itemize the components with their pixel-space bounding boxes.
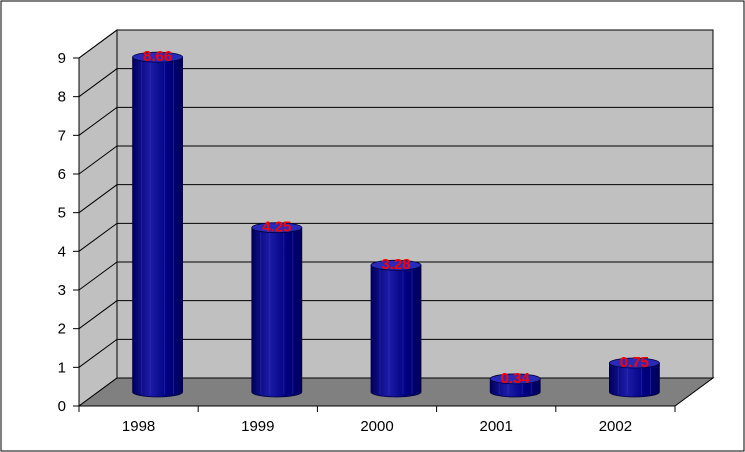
gridlines: [78, 29, 713, 368]
gridline: [78, 222, 713, 252]
axes: [73, 57, 676, 412]
x-axis-tick-labels: 1998 1999 2000 2001 2002: [122, 418, 632, 435]
x-tick-label: 1999: [241, 418, 274, 435]
bars: [132, 51, 660, 398]
bar-1998: [132, 51, 184, 398]
data-label: 8.66: [143, 48, 172, 65]
y-tick-label: 0: [58, 398, 66, 415]
bar-top: [609, 357, 660, 369]
y-tick-label: 5: [58, 205, 66, 222]
y-tick-label: 1: [58, 359, 66, 376]
gridline: [78, 184, 713, 214]
x-tick-label: 2000: [360, 418, 393, 435]
bar-2002: [609, 357, 660, 398]
y-tick-label: 3: [58, 282, 66, 299]
y-tick-label: 6: [58, 166, 66, 183]
x-tick-label: 2002: [599, 418, 632, 435]
gridline: [78, 300, 713, 330]
gridline: [78, 29, 713, 59]
bar-body: [370, 264, 422, 398]
gridline: [78, 106, 713, 136]
data-labels: 8.66 4.25 3.28 0.34 0.75: [143, 48, 649, 387]
side-wall: [78, 29, 118, 407]
gridline: [78, 338, 713, 368]
y-tick-label: 9: [58, 50, 66, 67]
bar-2001: [489, 373, 541, 398]
gridline: [78, 145, 713, 175]
bar-1999: [251, 222, 303, 398]
y-axis-tick-labels: 0 1 2 3 4 5 6 7 8 9: [58, 50, 66, 415]
y-tick-label: 4: [58, 243, 66, 260]
bar-top: [489, 373, 541, 385]
gridline: [78, 68, 713, 98]
bar-top: [251, 222, 303, 234]
bar-top: [132, 51, 184, 63]
bar-top: [370, 259, 422, 271]
y-tick-label: 7: [58, 127, 66, 144]
y-tick-label: 8: [58, 89, 66, 106]
y-tick-label: 2: [58, 321, 66, 338]
bar-body: [132, 56, 183, 398]
bar-body: [251, 227, 303, 398]
bar-body: [609, 362, 660, 398]
data-label: 0.75: [620, 354, 649, 371]
x-tick-label: 2001: [480, 418, 513, 435]
x-tick-label: 1998: [122, 418, 155, 435]
bar-2000: [370, 259, 422, 398]
data-label: 3.28: [381, 256, 410, 273]
gridline: [78, 261, 713, 291]
data-label: 0.34: [501, 370, 531, 387]
data-label: 4.25: [262, 219, 291, 236]
